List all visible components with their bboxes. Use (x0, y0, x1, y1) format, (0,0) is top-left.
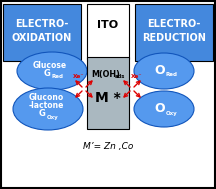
FancyBboxPatch shape (87, 4, 129, 59)
Text: -lactone: -lactone (28, 101, 64, 109)
Text: ELECTRO-
OXIDATION: ELECTRO- OXIDATION (12, 19, 72, 43)
Text: Red: Red (166, 73, 178, 77)
Text: Glucose: Glucose (33, 60, 67, 70)
Text: Oxy: Oxy (166, 111, 178, 115)
FancyBboxPatch shape (3, 4, 81, 61)
FancyBboxPatch shape (87, 57, 129, 129)
Text: M’= Zn ,Co: M’= Zn ,Co (83, 142, 133, 150)
FancyBboxPatch shape (135, 4, 213, 61)
Text: Red: Red (52, 74, 64, 80)
Text: Xe⁻: Xe⁻ (131, 74, 143, 78)
Text: Xe⁻: Xe⁻ (73, 74, 85, 78)
Text: Oxy: Oxy (47, 115, 59, 119)
Ellipse shape (13, 88, 83, 130)
Text: ELECTRO-
REDUCTION: ELECTRO- REDUCTION (142, 19, 206, 43)
Text: O: O (155, 64, 165, 77)
Text: Glucono: Glucono (28, 92, 64, 101)
Text: ITO: ITO (97, 20, 119, 30)
Ellipse shape (17, 52, 87, 90)
Ellipse shape (134, 53, 194, 89)
Text: G: G (44, 70, 51, 78)
Ellipse shape (134, 91, 194, 127)
Text: O: O (155, 102, 165, 115)
Text: G: G (39, 109, 45, 119)
Text: M *: M * (95, 91, 121, 105)
Text: M(OH): M(OH) (92, 70, 121, 78)
Text: ads: ads (115, 74, 125, 80)
